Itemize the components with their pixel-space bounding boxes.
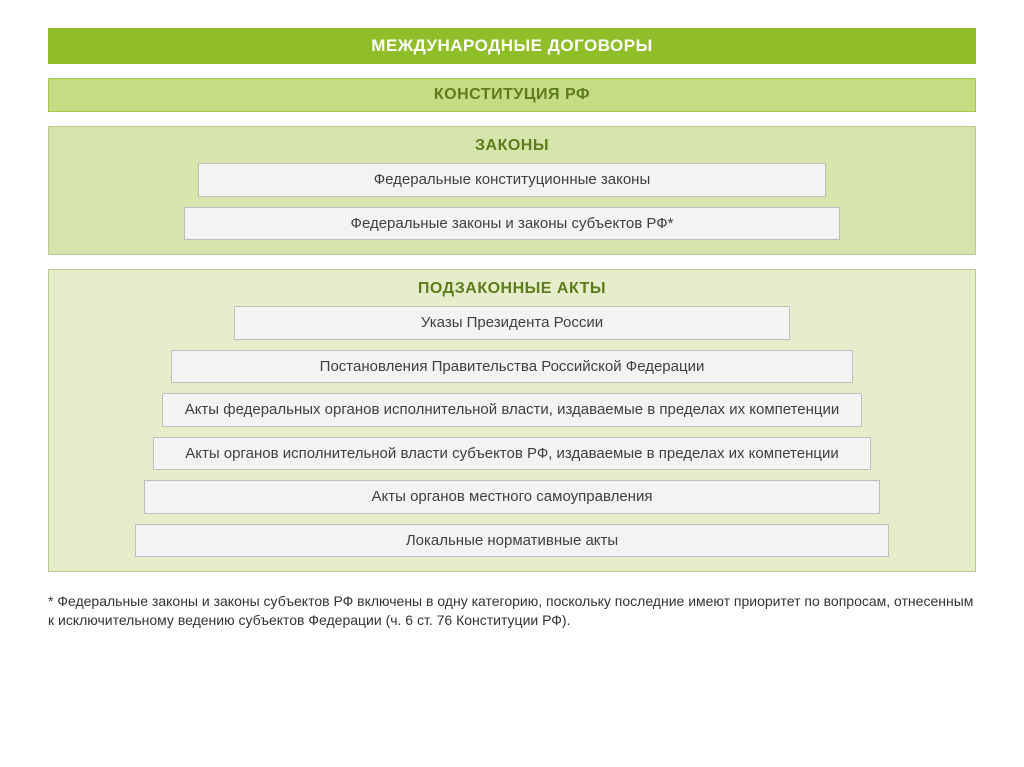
sublaw-item-2: Акты федеральных органов исполнительной … bbox=[162, 393, 862, 427]
laws-title: ЗАКОНЫ bbox=[63, 137, 961, 155]
laws-items: Федеральные конституционные законы Федера… bbox=[63, 163, 961, 240]
sublaw-item-1: Постановления Правительства Российской Ф… bbox=[171, 350, 853, 384]
sublaw-item-3: Акты органов исполнительной власти субъе… bbox=[153, 437, 871, 471]
laws-group: ЗАКОНЫ Федеральные конституционные закон… bbox=[48, 126, 976, 255]
sublaw-group: ПОДЗАКОННЫЕ АКТЫ Указы Президента России… bbox=[48, 269, 976, 572]
sublaw-item-0: Указы Президента России bbox=[234, 306, 791, 340]
sublaw-title: ПОДЗАКОННЫЕ АКТЫ bbox=[63, 280, 961, 298]
sublaw-item-5: Локальные нормативные акты bbox=[135, 524, 889, 558]
laws-item-0: Федеральные конституционные законы bbox=[198, 163, 827, 197]
header-main: МЕЖДУНАРОДНЫЕ ДОГОВОРЫ bbox=[48, 28, 976, 64]
sublaw-item-4: Акты органов местного самоуправления bbox=[144, 480, 880, 514]
sublaw-items: Указы Президента России Постановления Пра… bbox=[63, 306, 961, 557]
footnote: * Федеральные законы и законы субъектов … bbox=[48, 592, 976, 630]
header-constitution: КОНСТИТУЦИЯ РФ bbox=[48, 78, 976, 112]
laws-item-1: Федеральные законы и законы субъектов РФ… bbox=[184, 207, 840, 241]
